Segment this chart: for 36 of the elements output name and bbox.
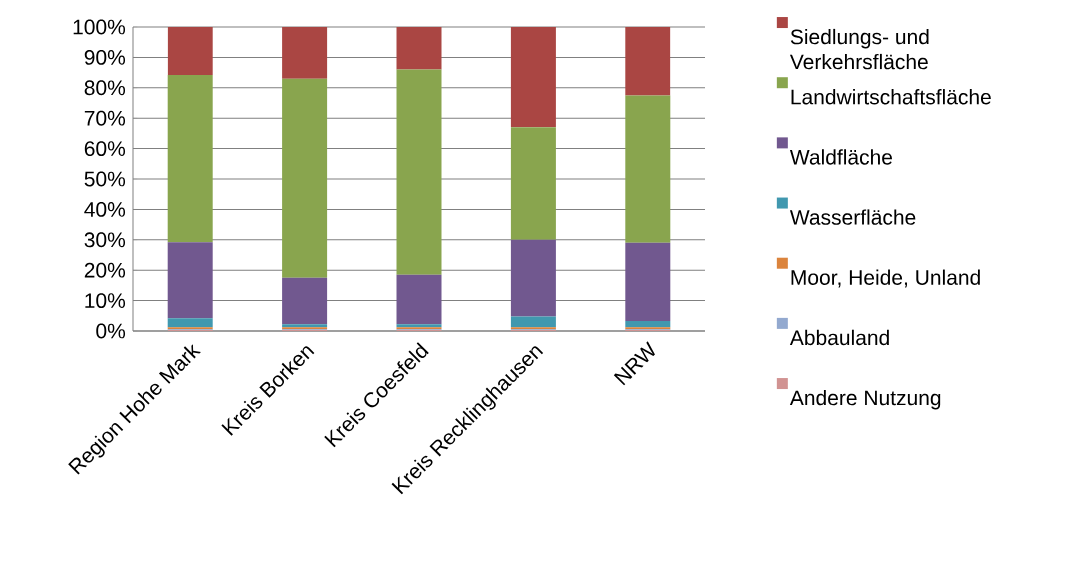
bar <box>167 27 213 76</box>
bar <box>396 27 442 70</box>
legend-label: Siedlungs- und Verkehrsfläche <box>789 28 929 70</box>
legend-label: Andere Nutzung <box>789 389 941 410</box>
y-tick-label: 0% <box>96 323 126 339</box>
y-tick-label: 70% <box>84 110 126 126</box>
bar <box>396 69 442 275</box>
bar <box>510 27 556 128</box>
bar <box>625 320 671 328</box>
y-tick-label: 10% <box>85 293 126 309</box>
legend-label: Abbauland <box>789 329 889 346</box>
y-tick-label: 60% <box>84 141 126 157</box>
bar <box>396 274 442 325</box>
bar <box>625 242 671 321</box>
y-tick-label: 100% <box>73 19 126 35</box>
y-tick-label: 50% <box>84 171 126 187</box>
bar <box>510 239 556 317</box>
bar <box>625 95 671 243</box>
y-tick-label: 90% <box>84 49 126 65</box>
legend-label: Waldfläche <box>789 149 892 165</box>
bar <box>167 75 213 243</box>
bar <box>282 78 328 278</box>
bar <box>167 242 213 319</box>
bar <box>282 277 328 325</box>
bar <box>510 316 556 328</box>
y-tick-label: 30% <box>84 232 126 248</box>
bar <box>282 27 328 79</box>
y-tick-label: 20% <box>84 262 126 278</box>
legend-label: Landwirtschaftsfläche <box>791 89 991 105</box>
legend-label: Wasserfläche <box>789 209 916 225</box>
y-tick-label: 80% <box>84 80 126 96</box>
bar <box>167 318 213 328</box>
legend-label: Moor, Heide, Unland <box>791 269 980 288</box>
y-tick-label: 40% <box>84 201 126 217</box>
bar <box>625 27 671 96</box>
bar <box>510 127 556 240</box>
